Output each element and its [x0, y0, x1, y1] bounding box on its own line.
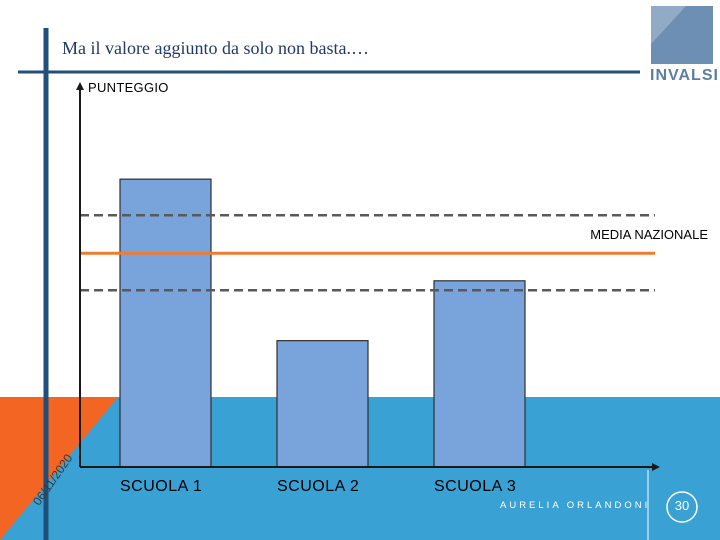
- author-name: AURELIA ORLANDONI: [500, 500, 651, 511]
- page-number: 30: [674, 498, 690, 513]
- category-label-1: SCUOLA 1: [120, 478, 203, 495]
- slide-title: Ma il valore aggiunto da solo non basta.…: [62, 38, 369, 58]
- page-number-circle: [666, 491, 698, 523]
- bar-3: [433, 280, 526, 468]
- category-label-3: SCUOLA 3: [434, 478, 517, 495]
- y-axis-arrow-icon: [76, 82, 84, 90]
- bar-1: [119, 178, 212, 468]
- bottom-orange-shape: [0, 397, 118, 540]
- reference-line-label: MEDIA NAZIONALE: [590, 227, 708, 242]
- logo-text: INVALSI: [650, 67, 719, 84]
- invalsi-logo-icon: [651, 6, 713, 64]
- category-label-2: SCUOLA 2: [277, 478, 360, 495]
- x-axis-arrow-icon: [652, 463, 660, 471]
- y-axis-label: PUNTEGGIO: [88, 80, 169, 95]
- bar-2: [276, 340, 369, 468]
